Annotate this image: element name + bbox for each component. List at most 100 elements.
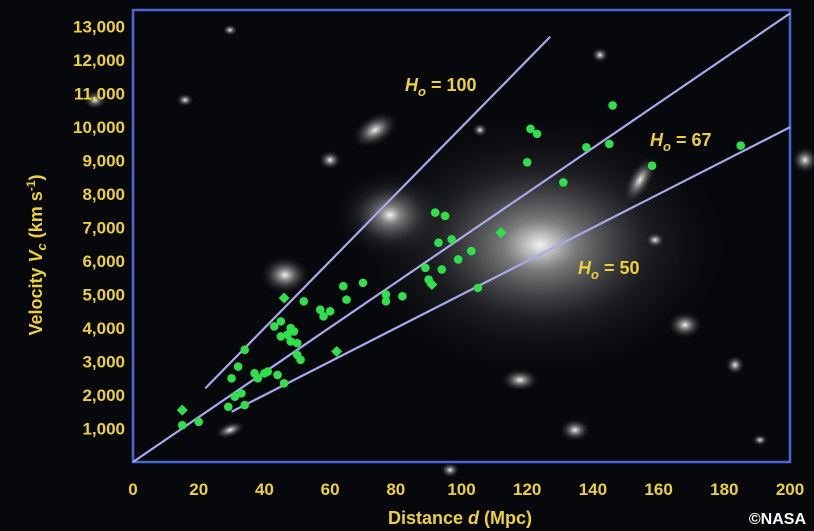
data-point bbox=[240, 400, 249, 410]
data-point bbox=[276, 317, 286, 326]
data-point bbox=[447, 235, 456, 244]
data-point bbox=[289, 327, 299, 336]
galaxy bbox=[176, 93, 194, 107]
data-point bbox=[736, 141, 746, 150]
data-point bbox=[430, 208, 440, 217]
tick-labels: 0 20 40 60 80 100 120 140 160 180 200 1,000 2,000 3,0… bbox=[73, 18, 804, 499]
data-point bbox=[177, 420, 187, 430]
galaxy bbox=[259, 255, 311, 295]
data-point bbox=[440, 211, 450, 221]
data-point bbox=[421, 263, 430, 273]
galaxy bbox=[440, 462, 460, 478]
x-tick-label: 100 bbox=[447, 480, 475, 499]
nasa-credit: ©NASA bbox=[749, 511, 807, 528]
hubble-lines bbox=[132, 12, 791, 463]
data-point bbox=[559, 178, 568, 187]
y-tick-label: 13,000 bbox=[73, 18, 125, 37]
galaxy bbox=[351, 111, 399, 149]
data-point bbox=[194, 417, 203, 427]
data-point bbox=[473, 283, 483, 293]
galaxy bbox=[559, 418, 591, 442]
data-point bbox=[526, 124, 535, 134]
data-point bbox=[358, 278, 368, 288]
hubble-line-h100 bbox=[204, 36, 551, 390]
data-point bbox=[608, 101, 617, 110]
hubble-line-h50 bbox=[231, 126, 791, 413]
galaxy bbox=[667, 311, 703, 339]
data-point bbox=[647, 161, 657, 170]
y-tick-label: 10,000 bbox=[73, 118, 125, 137]
data-point bbox=[237, 389, 246, 398]
data-point-diamond bbox=[176, 404, 188, 416]
galaxy bbox=[752, 434, 768, 446]
y-tick-label: 7,000 bbox=[82, 219, 125, 238]
data-point bbox=[283, 330, 292, 340]
x-tick-label: 0 bbox=[128, 480, 137, 499]
x-tick-label: 60 bbox=[321, 480, 340, 499]
hubble-line-label-h100: Ho = 100 bbox=[405, 75, 477, 99]
galaxy bbox=[214, 420, 246, 440]
data-point bbox=[253, 373, 263, 383]
y-tick-label: 12,000 bbox=[73, 51, 125, 70]
x-tick-label: 200 bbox=[776, 480, 804, 499]
y-tick-label: 6,000 bbox=[82, 252, 125, 271]
data-point bbox=[381, 296, 391, 306]
y-tick-label: 3,000 bbox=[82, 353, 125, 372]
data-point-diamond bbox=[331, 346, 343, 358]
y-tick-label: 2,000 bbox=[82, 386, 125, 405]
x-tick-label: 160 bbox=[644, 480, 672, 499]
galaxy-bright bbox=[330, 167, 450, 263]
hubble-line-label-h67: Ho = 67 bbox=[650, 130, 712, 154]
line-annotations: Ho = 100 Ho = 67 Ho = 50 bbox=[405, 75, 712, 282]
data-point bbox=[319, 312, 328, 321]
data-point bbox=[315, 305, 325, 314]
data-point bbox=[227, 373, 236, 383]
data-point bbox=[269, 322, 279, 331]
data-point bbox=[381, 290, 391, 299]
data-point bbox=[338, 281, 348, 291]
data-point bbox=[279, 379, 289, 388]
data-point bbox=[230, 392, 240, 402]
galaxy bbox=[318, 150, 342, 170]
galaxy bbox=[472, 123, 488, 137]
data-point bbox=[437, 265, 447, 274]
y-tick-label: 5,000 bbox=[82, 286, 125, 305]
x-tick-label: 120 bbox=[513, 480, 541, 499]
data-point bbox=[292, 338, 302, 348]
data-point bbox=[434, 238, 443, 247]
galaxy bbox=[222, 24, 238, 36]
y-tick-label: 4,000 bbox=[82, 319, 125, 338]
data-point-diamond bbox=[495, 227, 507, 239]
galaxy bbox=[645, 232, 665, 248]
hubble-line-h67 bbox=[132, 12, 791, 463]
hubble-line-label-h50: Ho = 50 bbox=[578, 258, 640, 282]
galaxy bbox=[500, 368, 540, 392]
galaxy bbox=[591, 47, 609, 63]
data-point-diamond bbox=[426, 279, 438, 291]
x-tick-label: 180 bbox=[710, 480, 738, 499]
galaxy bbox=[725, 355, 745, 375]
data-point bbox=[233, 362, 243, 371]
x-tick-label: 20 bbox=[189, 480, 208, 499]
data-point bbox=[240, 345, 249, 355]
data-point bbox=[286, 337, 295, 346]
data-point bbox=[276, 332, 286, 341]
data-point bbox=[273, 370, 282, 380]
data-point bbox=[398, 291, 407, 301]
data-point bbox=[582, 142, 591, 152]
data-point-diamond bbox=[278, 292, 290, 304]
plot-frame bbox=[131, 8, 792, 464]
data-point bbox=[532, 129, 542, 139]
x-tick-label: 140 bbox=[579, 480, 607, 499]
galaxy bbox=[83, 90, 107, 110]
x-tick-label: 80 bbox=[386, 480, 405, 499]
data-point bbox=[342, 295, 351, 304]
data-point bbox=[522, 158, 532, 167]
x-axis-title: Distance d (Mpc) bbox=[388, 508, 532, 528]
data-point bbox=[325, 307, 335, 316]
data-point bbox=[263, 367, 272, 376]
data-point bbox=[453, 255, 463, 264]
x-tick-label: 40 bbox=[255, 480, 274, 499]
